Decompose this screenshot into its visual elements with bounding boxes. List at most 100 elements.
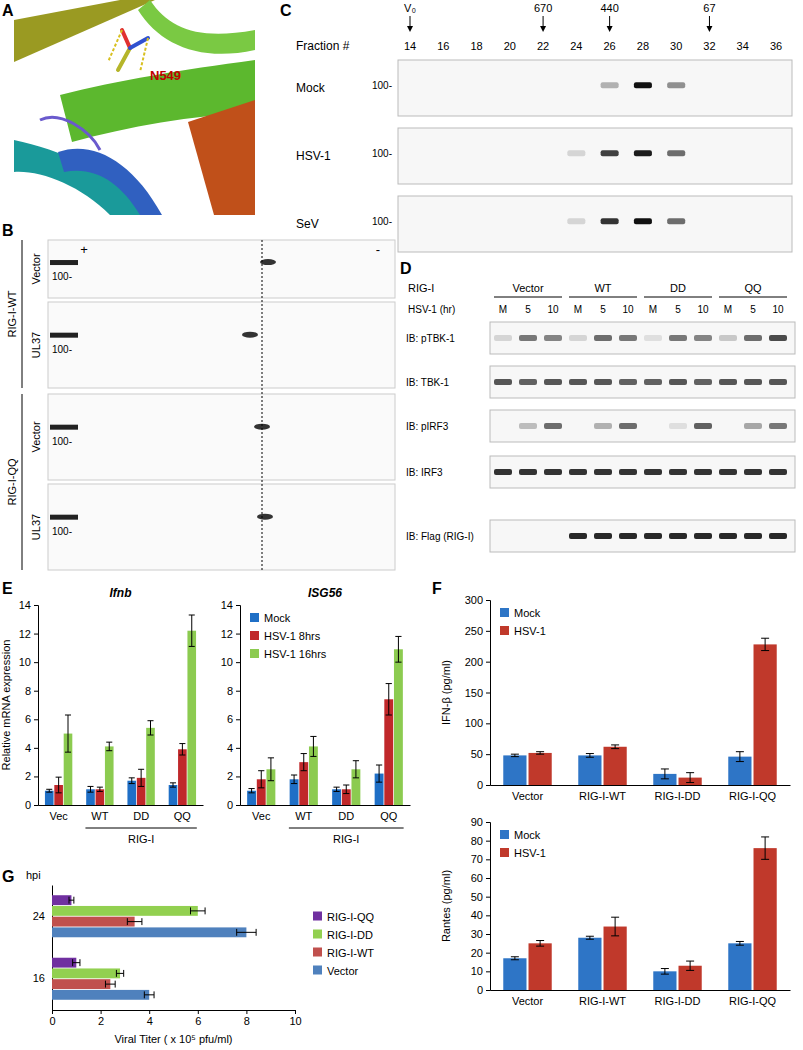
tick-mark (236, 662, 240, 663)
time-label: 10 (772, 304, 784, 315)
chart-title: ISG56 (308, 586, 342, 600)
tick-label: 10 (289, 1015, 301, 1027)
chart: 0102030405060708090VectorRIG-I-WTRIG-I-D… (440, 816, 791, 1007)
error-bar (116, 970, 123, 977)
error-bar (237, 929, 256, 936)
bar (52, 927, 246, 937)
stick (118, 48, 130, 70)
tick-mark (486, 878, 490, 879)
legend-label: HSV-1 (514, 625, 546, 637)
error-bar (761, 638, 769, 650)
blot (398, 60, 792, 116)
band (594, 533, 612, 539)
tick-mark (34, 691, 38, 692)
fraction-label: 30 (670, 40, 682, 52)
error-bar (661, 969, 669, 975)
error-line (686, 782, 694, 783)
tick-label: 80 (471, 835, 483, 847)
error-bar (353, 761, 359, 778)
legend: MockHSV-1 (500, 829, 546, 859)
figure: ABCDEFGN549100-Vector100-UL37100-Vector1… (0, 0, 803, 1050)
tick-label: 6 (227, 713, 233, 725)
error-line (191, 910, 206, 911)
error-line (739, 941, 740, 945)
tick-label: DD (338, 810, 354, 822)
bar (332, 789, 341, 805)
error-line (97, 787, 103, 788)
fraction-label: 32 (703, 40, 715, 52)
bar (529, 753, 552, 785)
bar (604, 927, 627, 990)
bar (754, 848, 777, 990)
time-label: 10 (547, 304, 559, 315)
error-line (106, 742, 112, 743)
gel (48, 240, 395, 298)
band (594, 335, 612, 341)
band (567, 150, 585, 156)
row-label: Mock (296, 81, 326, 95)
error-line (179, 743, 185, 744)
tick-mark (34, 719, 38, 720)
row-label: IB: IRF3 (406, 467, 443, 478)
error-line (72, 959, 73, 966)
error-line (376, 765, 382, 766)
tick-mark (486, 662, 490, 663)
tick: RIG-I-WT (579, 990, 626, 1007)
band (544, 335, 562, 341)
error-bar (343, 785, 349, 794)
ladder-band (50, 333, 78, 338)
band (619, 469, 637, 475)
tick-mark (34, 805, 38, 806)
group-underline (719, 297, 787, 298)
band (744, 533, 762, 539)
ribbon (14, 0, 155, 62)
error-line (686, 961, 694, 962)
legend-label: RIG-I-WT (327, 947, 374, 959)
bar (178, 749, 187, 805)
error-line (376, 782, 382, 783)
marker-label: 100- (52, 436, 72, 447)
band (694, 423, 712, 429)
tick: WT (91, 805, 108, 822)
tick-mark (198, 1010, 199, 1014)
error-line (736, 945, 744, 946)
tick-label: 0 (227, 799, 233, 811)
tick-label: RIG-I-DD (655, 995, 701, 1007)
value-axis: 0246810 (49, 1010, 301, 1027)
tick-label: DD (133, 810, 149, 822)
annotation: RIG-I (128, 833, 154, 845)
legend-label: HSV-1 8hrs (264, 630, 321, 642)
error-line (189, 615, 195, 616)
tick: 200 (465, 656, 490, 668)
tick: RIG-I-WT (579, 785, 626, 802)
tick: 0 (227, 799, 240, 811)
charge-label: - (376, 242, 380, 257)
error-line (765, 837, 766, 859)
standard-label: 67 (703, 2, 715, 14)
legend-label: Mock (264, 612, 291, 624)
condition-label: Vector (30, 253, 42, 285)
error-line (65, 715, 71, 716)
tick-label: 14 (221, 599, 233, 611)
tick-label: 30 (471, 928, 483, 940)
tick-label: 4 (25, 742, 31, 754)
row-label: IB: TBK-1 (406, 377, 450, 388)
panel-letter: E (2, 580, 13, 597)
error-bar (106, 742, 112, 751)
error-line (346, 785, 347, 794)
axis-title: Rantes (pg/ml) (440, 870, 452, 942)
time-label: 5 (525, 304, 531, 315)
error-line (686, 970, 694, 971)
tick: RIG-I-QQ (729, 990, 776, 1007)
error-line (388, 684, 389, 715)
error-line (248, 788, 254, 789)
spot (257, 514, 273, 520)
error-bar (686, 961, 694, 970)
annotation-line (289, 828, 404, 829)
error-bar (144, 991, 154, 998)
tick: 0 (25, 799, 38, 811)
error-line (333, 787, 339, 788)
category-axis: VecWTDDQQ (241, 805, 411, 822)
error-line (536, 940, 544, 941)
error-line (138, 786, 144, 787)
